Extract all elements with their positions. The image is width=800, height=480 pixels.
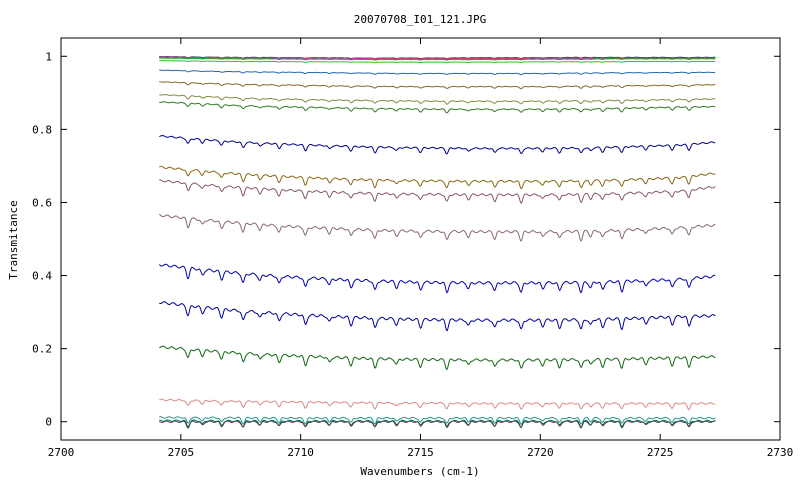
- series-line: [159, 165, 716, 190]
- series-line: [159, 345, 716, 370]
- y-axis: 0 0.2 0.4 0.6 0.8 1: [32, 50, 780, 429]
- x-tick-label: 2730: [767, 446, 794, 459]
- x-axis-label: Wavenumbers (cm-1): [360, 465, 479, 478]
- y-tick-label: 0: [45, 416, 52, 429]
- series-line: [159, 179, 716, 204]
- y-tick-label: 0.6: [32, 196, 52, 209]
- x-axis: 2700 2705 2710 2715 2720 2725 2730: [48, 38, 794, 459]
- series-line: [158, 263, 716, 294]
- series-line: [159, 301, 716, 332]
- series-line: [159, 416, 716, 426]
- series-line: [159, 135, 716, 155]
- y-tick-label: 0.8: [32, 123, 52, 136]
- x-tick-label: 2725: [647, 446, 674, 459]
- series-line: [159, 69, 716, 76]
- series-line: [159, 57, 716, 61]
- series-layer: [158, 56, 716, 429]
- series-line: [159, 60, 716, 64]
- plot-frame: [60, 37, 781, 441]
- x-tick-label: 2720: [527, 446, 554, 459]
- x-tick-label: 2700: [48, 446, 75, 459]
- y-axis-label: Transmitance: [7, 200, 20, 279]
- series-line: [159, 81, 716, 90]
- series-line: [159, 398, 716, 411]
- x-tick-label: 2710: [287, 446, 314, 459]
- series-line: [159, 101, 716, 114]
- series-line: [159, 213, 716, 242]
- series-line: [159, 420, 716, 429]
- y-tick-label: 0.2: [32, 343, 52, 356]
- chart-title: 20070708_I01_121.JPG: [354, 13, 486, 26]
- x-tick-label: 2715: [407, 446, 434, 459]
- series-line: [159, 94, 716, 105]
- series-line: [159, 56, 716, 60]
- y-tick-label: 1: [45, 50, 52, 63]
- x-tick-label: 2705: [168, 446, 195, 459]
- y-tick-label: 0.4: [32, 270, 52, 283]
